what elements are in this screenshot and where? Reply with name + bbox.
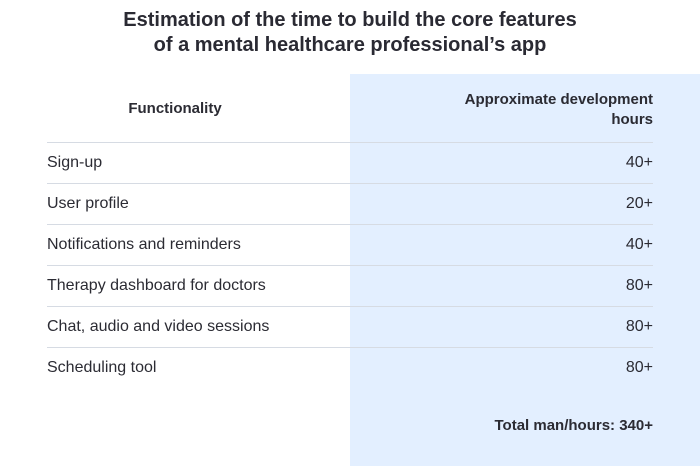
table-row: Scheduling tool 80+ (47, 347, 653, 388)
header-hours-line-1: Approximate development (464, 91, 653, 108)
header-functionality: Functionality (128, 100, 222, 117)
row-hours: 80+ (625, 318, 653, 335)
row-functionality: Notifications and reminders (47, 236, 241, 253)
header-hours-line-2: hours (611, 111, 653, 128)
row-hours: 40+ (625, 236, 653, 253)
row-hours: 80+ (625, 359, 653, 376)
table-row: Therapy dashboard for doctors 80+ (47, 265, 653, 306)
row-hours: 80+ (625, 277, 653, 294)
row-functionality: Therapy dashboard for doctors (47, 277, 266, 294)
header-development-hours: Approximate development hours (373, 90, 653, 130)
hours-column-highlight (350, 74, 700, 466)
estimation-table: Sign-up 40+ User profile 20+ Notificatio… (47, 142, 653, 388)
row-hours: 20+ (625, 195, 653, 212)
table-row: User profile 20+ (47, 183, 653, 224)
table-row: Sign-up 40+ (47, 142, 653, 183)
row-functionality: Scheduling tool (47, 359, 157, 376)
row-hours: 40+ (625, 154, 653, 171)
page-title: Estimation of the time to build the core… (0, 8, 700, 58)
title-line-1: Estimation of the time to build the core… (123, 9, 577, 31)
row-functionality: User profile (47, 195, 129, 212)
row-functionality: Sign-up (47, 154, 103, 171)
total-hours: Total man/hours: 340+ (494, 417, 653, 434)
table-row: Chat, audio and video sessions 80+ (47, 306, 653, 347)
table-row: Notifications and reminders 40+ (47, 224, 653, 265)
title-line-2: of a mental healthcare professional’s ap… (153, 34, 547, 56)
row-functionality: Chat, audio and video sessions (47, 318, 270, 335)
